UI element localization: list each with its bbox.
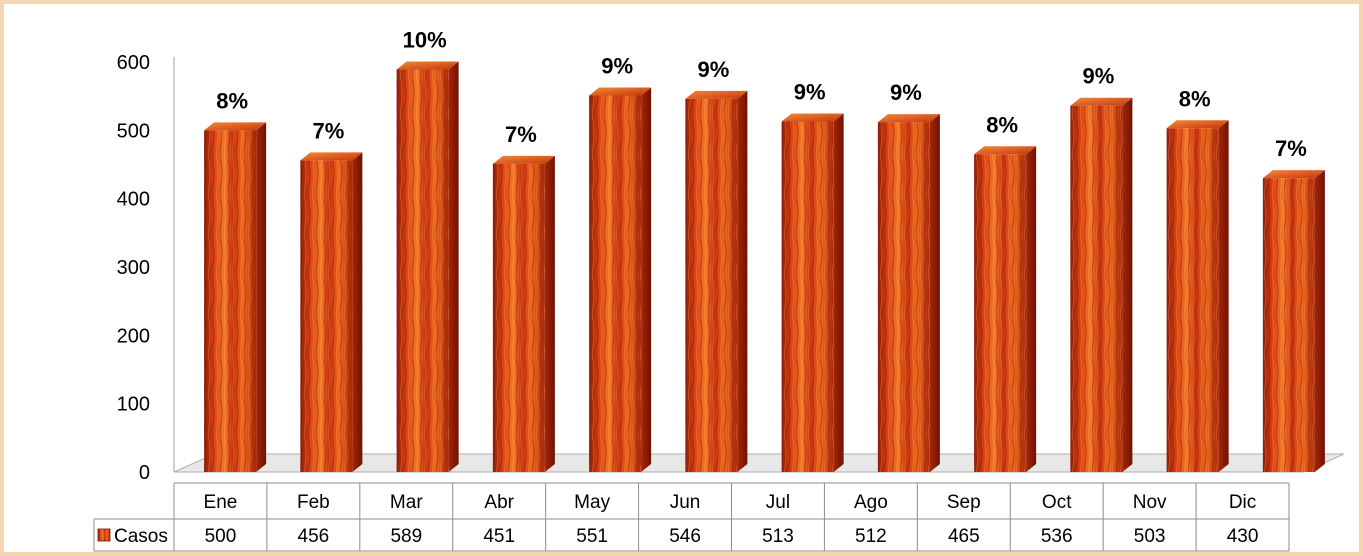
y-tick-label: 500 bbox=[117, 120, 150, 142]
category-label: May bbox=[574, 492, 610, 513]
bar-ago bbox=[877, 114, 940, 472]
category-label: Ago bbox=[854, 492, 888, 513]
y-tick-label: 400 bbox=[117, 189, 150, 211]
table-value-cell: 546 bbox=[669, 526, 701, 547]
bar-may bbox=[589, 87, 652, 472]
y-tick-label: 200 bbox=[117, 325, 150, 347]
labels-layer: 8% 7% 10% 7% 9% 9% 9% 9% 8% 9% 8% 7% bbox=[216, 28, 1307, 162]
table-value-cell: 536 bbox=[1041, 526, 1073, 547]
table-value-cell: 451 bbox=[483, 526, 515, 547]
category-label: Jul bbox=[766, 492, 790, 513]
category-label: Abr bbox=[484, 492, 514, 513]
table-value-cell: 430 bbox=[1227, 526, 1259, 547]
data-label-ene: 8% bbox=[216, 88, 248, 113]
data-label-feb: 7% bbox=[312, 118, 344, 143]
bar-chart: 0 100 200 300 400 500 600 8% 7% 10% 7% 9% 9% 9% 9% 8% 9… bbox=[93, 28, 1345, 552]
y-tick-label: 300 bbox=[117, 257, 150, 279]
bar-jul bbox=[781, 113, 844, 472]
category-label: Mar bbox=[390, 492, 423, 513]
category-label: Sep bbox=[947, 492, 981, 513]
category-label: Ene bbox=[204, 492, 238, 513]
data-label-jun: 9% bbox=[697, 57, 729, 82]
data-label-jul: 9% bbox=[794, 79, 826, 104]
data-label-nov: 8% bbox=[1179, 86, 1211, 111]
bar-mar bbox=[396, 61, 459, 473]
data-label-sep: 8% bbox=[986, 112, 1018, 137]
table-value-cell: 589 bbox=[390, 526, 422, 547]
data-label-dic: 7% bbox=[1275, 136, 1307, 161]
category-label: Jun bbox=[670, 492, 701, 513]
bar-nov bbox=[1166, 120, 1229, 473]
table-value-cell: 503 bbox=[1134, 526, 1166, 547]
table-value-cell: 551 bbox=[576, 526, 608, 547]
y-tick-label: 600 bbox=[117, 52, 150, 74]
data-label-may: 9% bbox=[601, 53, 633, 78]
category-label: Dic bbox=[1229, 492, 1256, 513]
bar-dic bbox=[1262, 170, 1325, 472]
legend-series-name: Casos bbox=[114, 526, 168, 547]
bar-ene bbox=[204, 122, 267, 472]
category-label: Feb bbox=[297, 492, 330, 513]
data-label-abr: 7% bbox=[505, 122, 537, 147]
y-tick-label: 0 bbox=[139, 462, 150, 484]
category-label: Oct bbox=[1042, 492, 1072, 513]
legend-key bbox=[97, 528, 111, 542]
data-label-ago: 9% bbox=[890, 80, 922, 105]
table-value-cell: 500 bbox=[205, 526, 237, 547]
data-label-oct: 9% bbox=[1082, 64, 1114, 89]
bar-oct bbox=[1070, 97, 1133, 472]
data-label-mar: 10% bbox=[403, 28, 447, 53]
bar-feb bbox=[300, 152, 363, 472]
data-table: Casos Ene 500 Feb 456 Mar 589 Abr 451 May 551 Jun 54… bbox=[93, 482, 1290, 552]
bar-jun bbox=[685, 90, 748, 473]
table-value-cell: 456 bbox=[298, 526, 330, 547]
table-value-cell: 465 bbox=[948, 526, 980, 547]
y-tick-label: 100 bbox=[117, 394, 150, 416]
table-value-cell: 513 bbox=[762, 526, 794, 547]
bar-sep bbox=[974, 146, 1037, 472]
table-value-cell: 512 bbox=[855, 526, 887, 547]
bar-abr bbox=[492, 155, 555, 473]
category-label: Nov bbox=[1133, 492, 1167, 513]
bars-layer bbox=[204, 61, 1325, 473]
